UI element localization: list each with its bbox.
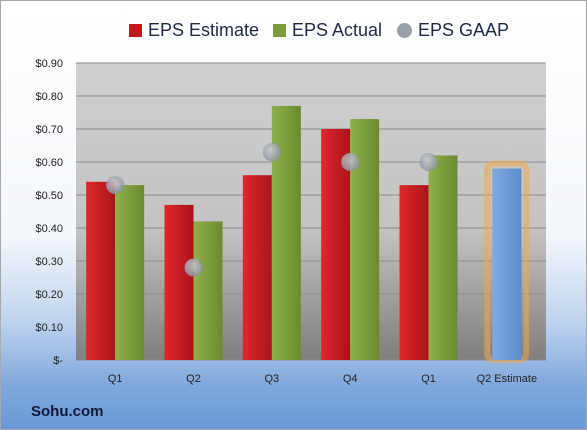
eps-chart: $- $0.10 $0.20 $0.30 $0.40 $0.50 $0.60 $0.70 $0.… <box>35 58 546 385</box>
gaap-markers <box>106 143 438 277</box>
legend-item-eps-estimate: EPS Estimate <box>129 15 259 45</box>
bar-eps-actual <box>193 221 223 360</box>
bar-eps-actual <box>115 185 145 360</box>
y-tick-label: $0.70 <box>35 124 63 136</box>
legend-swatch-eps-estimate <box>129 23 142 37</box>
y-tick-label: $0.20 <box>35 289 63 301</box>
bar-eps-actual <box>428 155 458 360</box>
bar-eps-actual <box>271 105 301 361</box>
legend-item-eps-actual: EPS Actual <box>273 15 382 45</box>
x-tick-label: Q2 <box>186 373 201 385</box>
marker-eps-gaap <box>106 176 125 195</box>
legend-label-eps-estimate: EPS Estimate <box>148 19 260 40</box>
y-tick-label: $0.50 <box>35 190 63 202</box>
y-axis: $- $0.10 $0.20 $0.30 $0.40 $0.50 $0.60 $0.70 $0.… <box>35 58 63 367</box>
y-tick-label: $- <box>53 355 63 367</box>
bar-eps-estimate <box>86 181 116 360</box>
bar-eps-estimate <box>399 185 429 360</box>
legend: EPS Estimate EPS Actual EPS GAAP <box>1 15 586 45</box>
y-tick-label: $0.10 <box>35 322 63 334</box>
legend-swatch-eps-actual <box>273 23 286 37</box>
x-tick-label: Q1 <box>108 373 123 385</box>
x-tick-label: Q1 <box>421 373 436 385</box>
y-tick-label: $0.80 <box>35 91 63 103</box>
x-tick-label: Q2 Estimate <box>477 373 538 385</box>
y-tick-label: $0.30 <box>35 256 63 268</box>
marker-eps-gaap <box>262 143 281 162</box>
bar-eps-estimate <box>164 204 194 360</box>
x-tick-label: Q4 <box>343 373 358 385</box>
y-tick-label: $0.60 <box>35 157 63 169</box>
legend-label-eps-gaap: EPS GAAP <box>418 19 510 40</box>
x-axis: Q1 Q2 Q3 Q4 Q1 Q2 Estimate <box>108 373 537 385</box>
x-tick-label: Q3 <box>264 373 279 385</box>
gridlines <box>76 62 546 361</box>
bar-q2-estimate <box>492 168 522 360</box>
y-tick-label: $0.40 <box>35 223 63 235</box>
marker-eps-gaap <box>419 153 438 171</box>
plot-area <box>76 63 546 360</box>
bar-eps-estimate <box>242 175 272 360</box>
legend-swatch-eps-gaap <box>397 22 412 38</box>
y-tick-label: $0.90 <box>35 58 63 70</box>
marker-eps-gaap <box>341 153 360 171</box>
legend-item-eps-gaap: EPS GAAP <box>397 15 509 45</box>
marker-eps-gaap <box>184 258 203 277</box>
source-label: Sohu.com <box>31 403 104 420</box>
legend-label-eps-actual: EPS Actual <box>292 19 383 40</box>
bars <box>86 105 530 363</box>
